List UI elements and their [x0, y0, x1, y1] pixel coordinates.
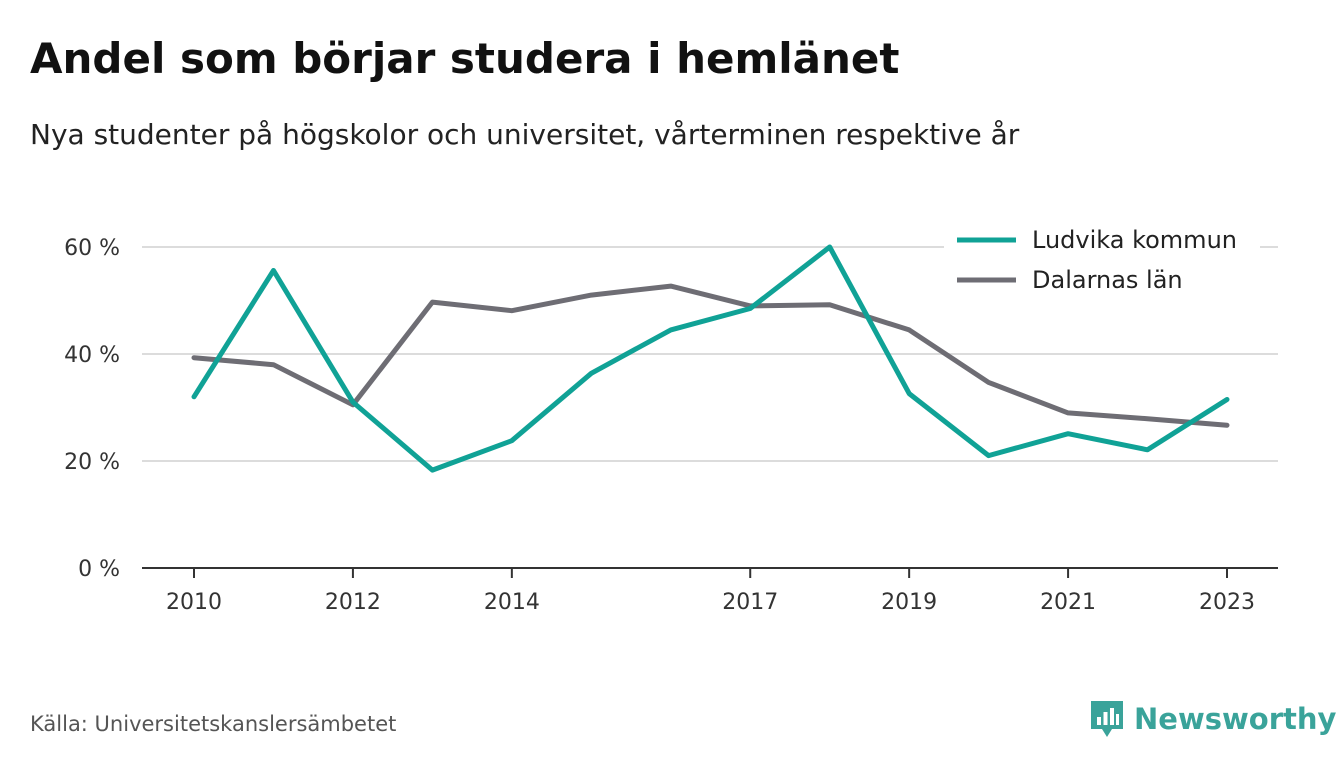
x-tick-label: 2019	[881, 590, 937, 615]
brand-logo: Newsworthy	[1088, 698, 1336, 740]
series-lines	[191, 244, 1230, 473]
x-tick-label: 2023	[1199, 590, 1255, 615]
series-line-0	[191, 244, 1230, 473]
chart-subtitle: Nya studenter på högskolor och universit…	[30, 118, 1020, 151]
legend-label: Ludvika kommun	[1032, 226, 1237, 254]
y-tick-label: 60 %	[64, 236, 120, 261]
x-tick-label: 2021	[1040, 590, 1096, 615]
legend-label: Dalarnas län	[1032, 266, 1183, 294]
x-axis: 2010 2012 2014 2017 2019 2021 2023	[142, 567, 1278, 615]
brand-name: Newsworthy	[1134, 702, 1337, 736]
y-tick-label: 0 %	[78, 557, 120, 582]
newsworthy-logo-icon	[1091, 701, 1123, 737]
x-tick-label: 2017	[722, 590, 778, 615]
x-tick-label: 2010	[166, 590, 222, 615]
source-note: Källa: Universitetskanslersämbetet	[30, 712, 397, 736]
y-tick-label: 40 %	[64, 343, 120, 368]
legend-background	[944, 218, 1260, 302]
y-tick-label: 20 %	[64, 450, 120, 475]
series-line-1	[191, 283, 1230, 428]
y-axis-ticks: 0 % 20 % 40 % 60 %	[64, 236, 120, 582]
chart-legend: Ludvika kommun Dalarnas län	[944, 218, 1260, 302]
chart-title: Andel som börjar studera i hemlänet	[30, 34, 900, 83]
x-tick-label: 2014	[484, 590, 540, 615]
x-tick-label: 2012	[325, 590, 381, 615]
